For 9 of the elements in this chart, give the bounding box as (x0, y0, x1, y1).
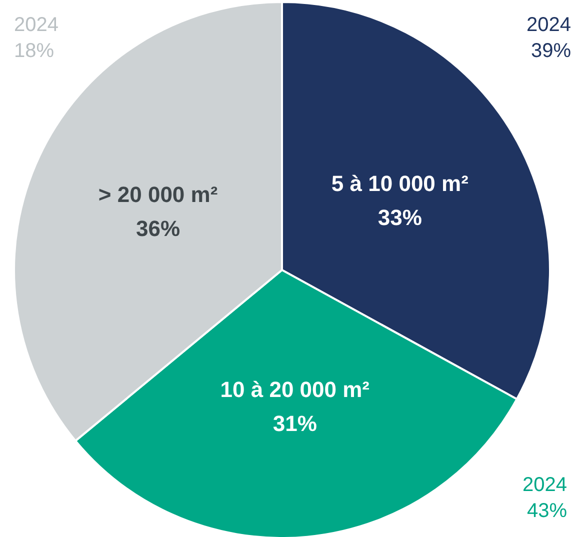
data-label: 31% (272, 410, 317, 436)
text: 2024 18% (14, 14, 58, 62)
slice-label: > 20 000 m² (98, 182, 218, 208)
slice-label: 5 à 10 000 m² (331, 170, 468, 196)
slice-label: 10 à 20 000 m² (220, 376, 370, 402)
data-label: 33% (378, 204, 422, 230)
data-label: 36% (136, 216, 180, 242)
text: 2024 39% (526, 14, 572, 62)
text: 2024 43% (522, 474, 568, 522)
